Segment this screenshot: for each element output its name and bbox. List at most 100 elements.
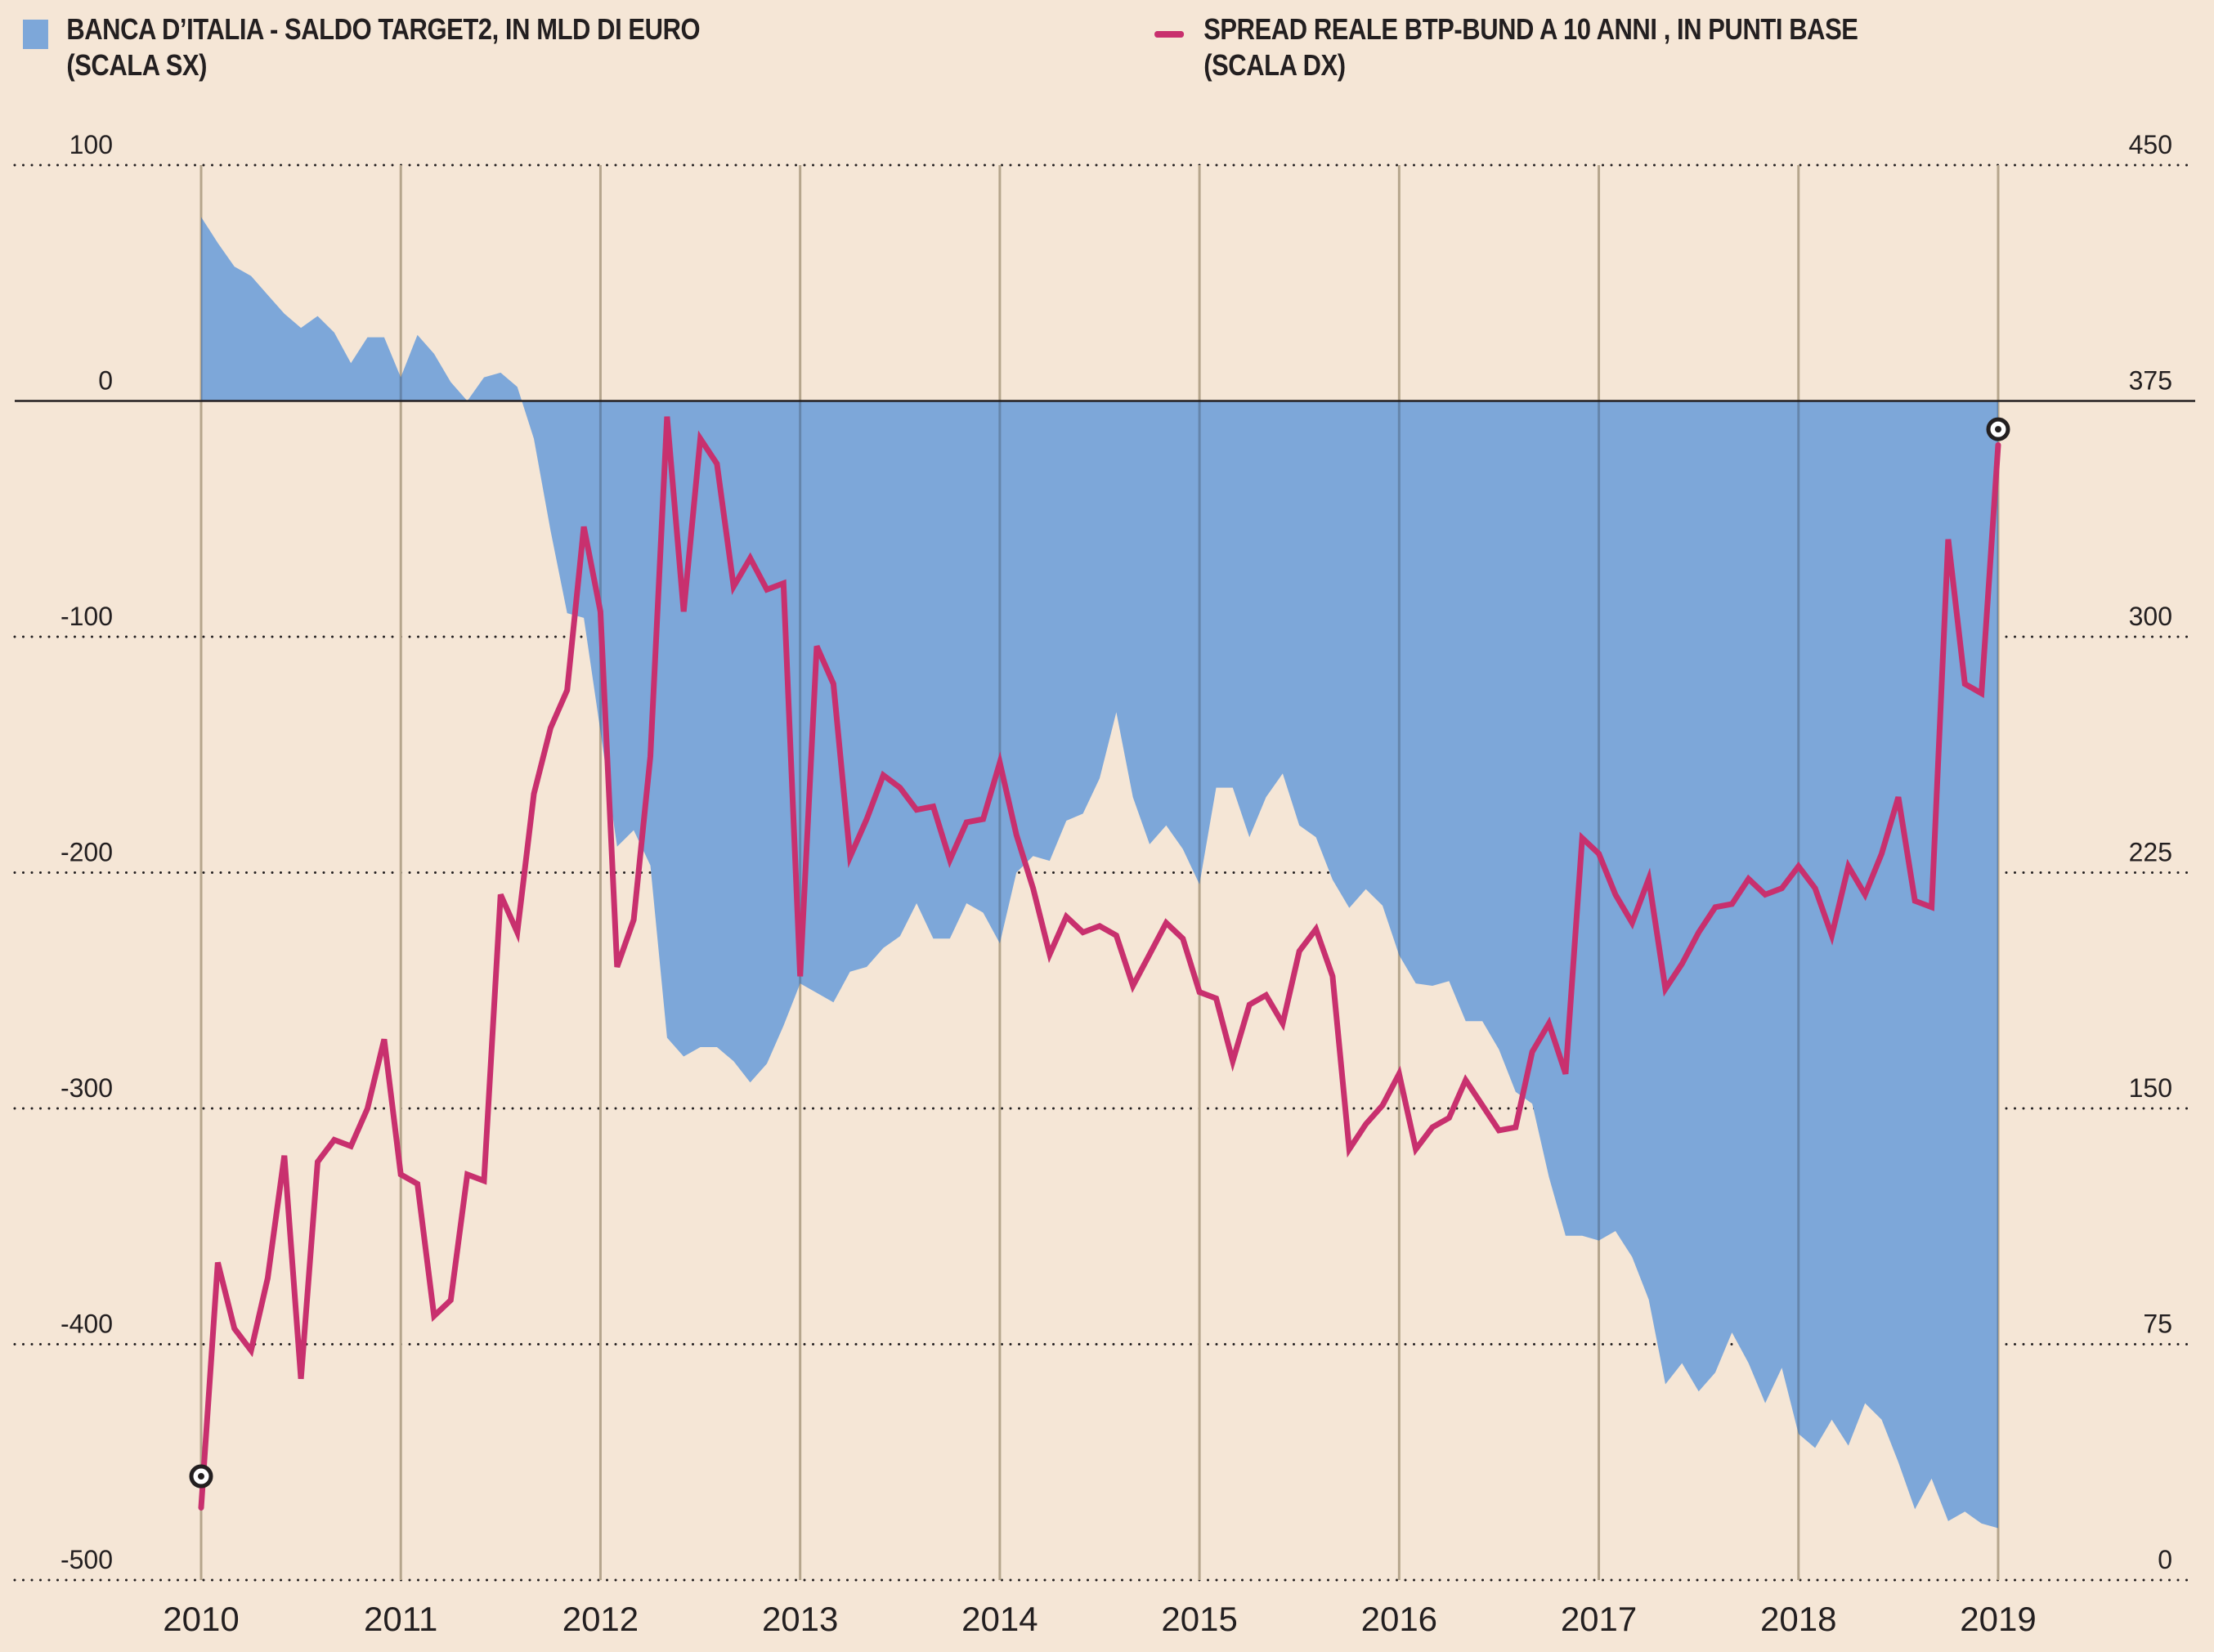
spread-point [748,556,753,561]
x-tick-label: 2018 [1760,1600,1836,1638]
spread-point [565,687,570,692]
spread-point [698,437,703,441]
spread-point [1097,924,1102,929]
spread-point [981,817,986,822]
spread-point [1880,851,1885,856]
spread-point [398,1172,403,1177]
spread-point [764,587,769,592]
right-tick-label: 225 [2129,838,2172,867]
spread-point [881,772,885,777]
spread-point [448,1298,453,1303]
spread-point [515,930,520,935]
spread-point [1147,952,1152,957]
x-tick-label: 2013 [762,1600,838,1638]
spread-point [1280,1021,1285,1026]
left-axis-ticks: 100 0 -100 -200 -300 -400 -500 [61,130,113,1574]
spread-point [465,1172,470,1177]
right-axis-ticks: 450 375 300 225 150 75 0 [2129,130,2172,1574]
spread-point [615,965,620,969]
spread-point [1414,1147,1418,1152]
spread-point [1613,892,1618,897]
spread-point [1629,920,1634,925]
x-tick-label: 2015 [1161,1600,1237,1638]
spread-point [997,760,1002,765]
right-tick-label: 450 [2129,130,2172,159]
spread-point [1014,832,1019,837]
x-tick-label: 2017 [1561,1600,1637,1638]
spread-point [1597,851,1602,856]
spread-point [332,1137,337,1142]
legend-label-spread-line1: SPREAD REALE BTP-BUND A 10 ANNI , IN PUN… [1203,12,1858,46]
spread-point [665,414,670,419]
spread-point [365,1106,370,1111]
spread-point [1463,1077,1468,1082]
spread-point [1031,886,1036,891]
x-axis-ticks: 2010 2011 2012 2013 2014 2015 2016 2017 2018 2019 [163,1600,2036,1638]
spread-point [898,786,903,790]
left-tick-label: -200 [61,838,113,867]
spread-point [1213,996,1218,1001]
left-tick-label: -500 [61,1545,113,1574]
spread-point [1979,691,1984,696]
right-tick-label: 375 [2129,366,2172,396]
spread-point [1064,914,1069,919]
spread-point [1047,952,1052,957]
x-tick-label: 2016 [1361,1600,1437,1638]
spread-point [215,1260,220,1265]
spread-point [1314,927,1319,932]
spread-point [1364,1121,1369,1126]
spread-point [265,1276,270,1281]
spread-point [1547,1021,1552,1026]
x-tick-label: 2012 [562,1600,639,1638]
spread-point [1729,902,1734,907]
spread-point [914,808,919,813]
spread-point [1862,892,1867,897]
spread-point [548,726,553,731]
spread-point [1347,1147,1351,1152]
left-tick-label: -300 [61,1073,113,1103]
x-tick-label: 2019 [1960,1600,2036,1638]
spread-point [1480,1103,1485,1108]
spread-point [531,791,536,796]
spread-point [1131,983,1136,988]
spread-point [432,1314,437,1318]
spread-point [415,1181,420,1186]
start-marker-dot [198,1473,204,1480]
right-tick-label: 0 [2158,1545,2172,1574]
spread-point [715,461,719,466]
x-tick-label: 2010 [163,1600,239,1638]
spread-point [1779,886,1784,891]
spread-point [1446,1116,1451,1121]
spread-point [1996,442,2001,447]
spread-point [1496,1128,1501,1133]
spread-point [798,974,803,978]
spread-point [1696,930,1701,935]
spread-point [498,892,503,897]
spread-point [1580,835,1584,840]
right-tick-label: 75 [2143,1310,2172,1339]
spread-point [482,1178,486,1183]
spread-point [382,1036,387,1041]
spread-point [814,644,819,649]
markers [189,414,2010,1511]
left-tick-label: 0 [98,366,113,396]
spread-point [1430,1125,1435,1130]
spread-point [964,820,969,825]
spread-point [1563,1072,1568,1077]
spread-point [1813,886,1817,891]
spread-point [1163,920,1168,925]
spread-point [1679,961,1684,966]
spread-point [298,1377,303,1381]
spread-point [1896,795,1901,799]
spread-point [598,609,603,614]
spread-point [864,817,869,822]
spread-point [1081,930,1086,935]
spread-point [831,682,836,687]
spread-point [1647,876,1652,881]
spread-point [1181,936,1185,941]
legend-swatch-area [23,20,48,49]
right-tick-label: 300 [2129,602,2172,631]
spread-point [199,1506,204,1511]
spread-point [282,1153,287,1158]
